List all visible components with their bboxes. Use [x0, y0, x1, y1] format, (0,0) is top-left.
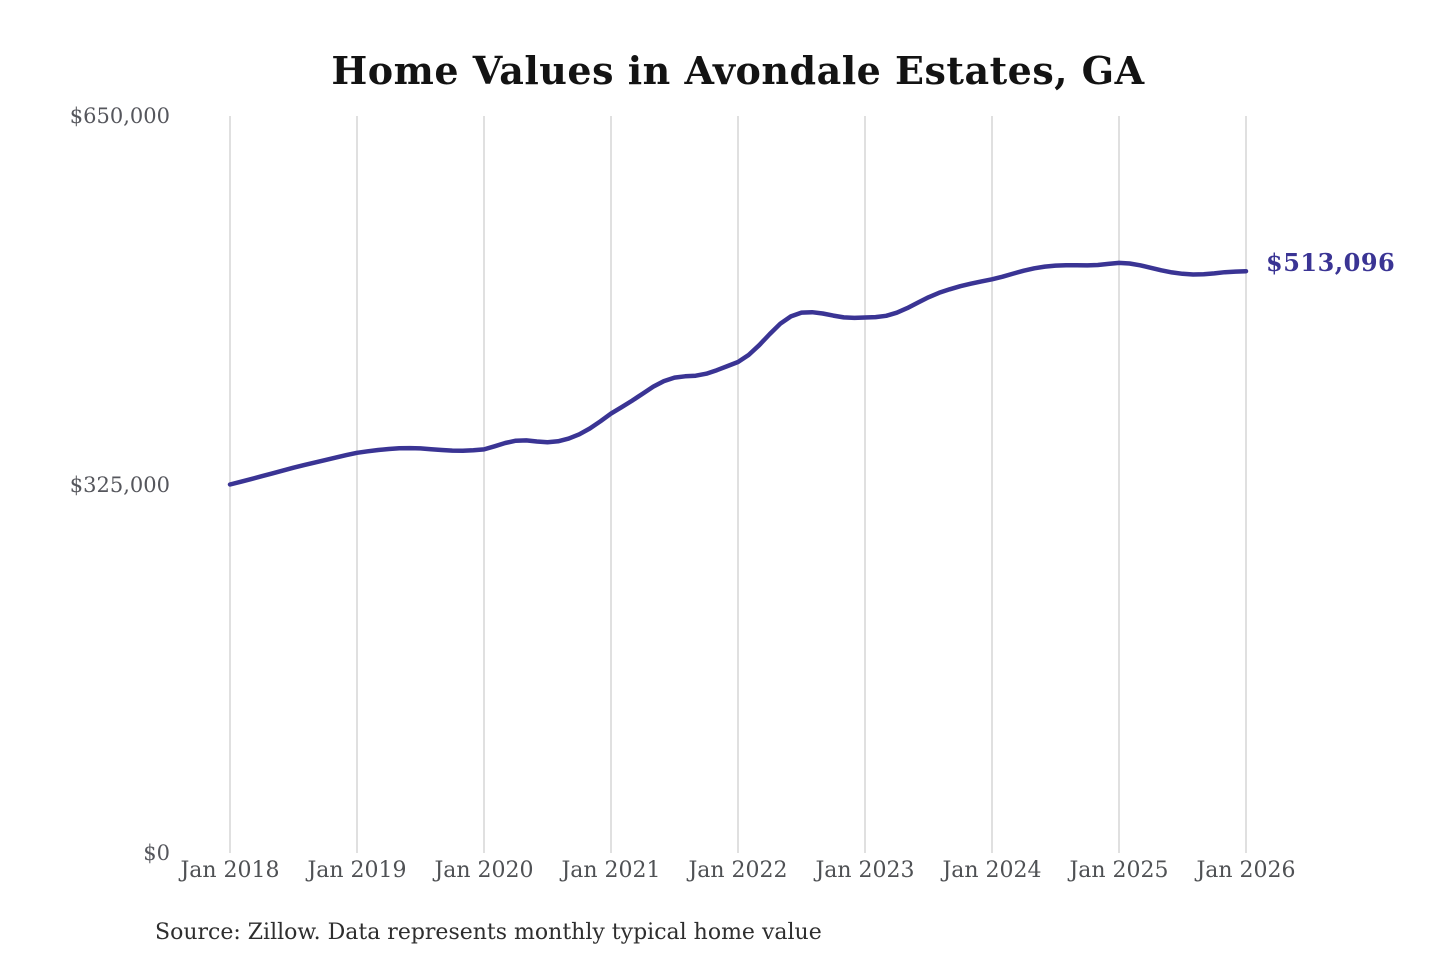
x-axis-label: Jan 2020 [434, 858, 534, 883]
x-axis-label: Jan 2022 [688, 858, 788, 883]
x-axis-label: Jan 2018 [180, 858, 280, 883]
x-axis-label: Jan 2025 [1069, 858, 1169, 883]
x-axis-label: Jan 2023 [815, 858, 915, 883]
home-value-line [227, 260, 1249, 487]
y-axis-label: $650,000 [69, 104, 170, 128]
x-axis-label: Jan 2021 [561, 858, 661, 883]
source-note: Source: Zillow. Data represents monthly … [155, 920, 822, 945]
chart-title: Home Values in Avondale Estates, GA [331, 48, 1145, 93]
x-axis-label: Jan 2019 [307, 858, 407, 883]
y-axis-label: $0 [143, 841, 170, 865]
final-value-annotation: $513,096 [1266, 248, 1396, 277]
y-axis-label: $325,000 [69, 472, 170, 497]
x-axis-label: Jan 2026 [1196, 858, 1296, 883]
x-axis-label: Jan 2024 [942, 858, 1042, 883]
